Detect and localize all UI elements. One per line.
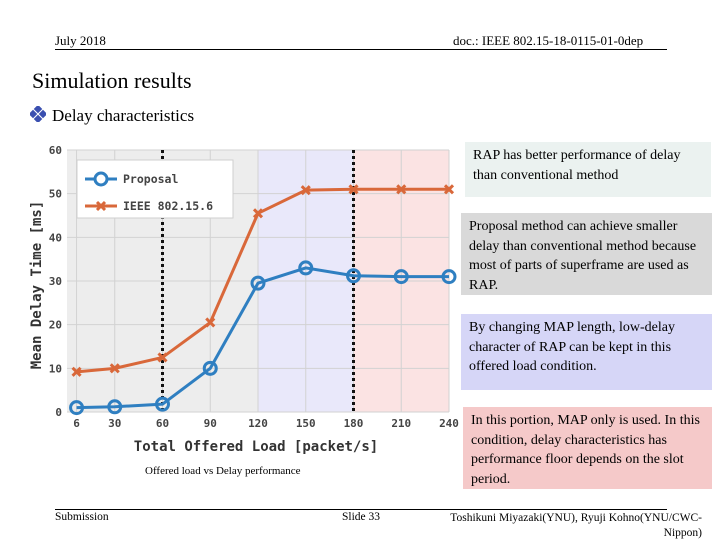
y-tick-label-50: 50 bbox=[49, 188, 62, 201]
x-tick-label-3: 90 bbox=[204, 417, 217, 430]
series-0-point-2 bbox=[155, 396, 170, 412]
series-1-point-7 bbox=[396, 184, 407, 195]
legend-label-1: IEEE 802.15.6 bbox=[123, 199, 213, 213]
series-0-point-7 bbox=[393, 269, 409, 285]
series-0-point-4 bbox=[250, 275, 266, 291]
series-0-point-6 bbox=[346, 268, 361, 284]
series-0-point-5 bbox=[298, 260, 314, 276]
x-tick-label-1: 30 bbox=[108, 417, 121, 430]
series-1-point-6 bbox=[348, 184, 359, 195]
footer-rule bbox=[55, 509, 667, 510]
legend-label-0: Proposal bbox=[123, 172, 178, 186]
chart-series bbox=[69, 184, 457, 416]
series-0-point-8 bbox=[441, 269, 457, 285]
series-0-point-1 bbox=[107, 399, 123, 415]
footer-submission: Submission bbox=[55, 511, 109, 523]
slide-title: Simulation results bbox=[32, 68, 192, 93]
legend-marker-0 bbox=[93, 171, 109, 187]
legend-marker-1 bbox=[95, 200, 107, 212]
y-tick-label-60: 60 bbox=[49, 144, 62, 157]
diamond-bullet-icon bbox=[30, 106, 46, 122]
x-tick-label-7: 210 bbox=[391, 417, 411, 430]
x-tick-label-8: 240 bbox=[439, 417, 459, 430]
figure-caption: Offered load vs Delay performance bbox=[145, 465, 301, 477]
callout-map-length: By changing MAP length, low-delay charac… bbox=[461, 314, 712, 390]
y-tick-label-40: 40 bbox=[49, 231, 62, 244]
series-1-point-4 bbox=[252, 208, 264, 219]
series-1-point-8 bbox=[443, 184, 455, 195]
series-1-point-2 bbox=[157, 352, 168, 363]
callout-proposal-method: Proposal method can achieve smaller dela… bbox=[461, 213, 712, 295]
x-tick-label-4: 120 bbox=[248, 417, 268, 430]
x-tick-label-6: 180 bbox=[344, 417, 364, 430]
series-0-point-3 bbox=[202, 360, 218, 376]
header-doc-id: doc.: IEEE 802.15-18-0115-01-0dep bbox=[453, 33, 644, 48]
delay-chart: 0 10 20 30 40 50 60 6 30 60 90 120 150 180 210 240 Prop… bbox=[29, 144, 459, 455]
callout-map-only: In this portion, MAP only is used. In th… bbox=[463, 407, 712, 489]
footer-slide-number: Slide 33 bbox=[342, 511, 381, 523]
series-0-point-0 bbox=[69, 400, 85, 416]
footer-authors: Toshikuni Miyazaki(YNU), Ryuji Kohno(YNU… bbox=[450, 512, 702, 539]
header-date: July 2018 bbox=[55, 33, 106, 48]
chart-ticks: 0 10 20 30 40 50 60 6 30 60 90 120 150 180 210 240 bbox=[49, 144, 459, 430]
bullet-delay-characteristics: Delay characteristics bbox=[52, 106, 195, 125]
y-tick-label-0: 0 bbox=[55, 406, 62, 419]
x-axis-label: Total Offered Load [packet/s] bbox=[134, 439, 378, 455]
callout-rap-performance: RAP has better performance of delay than… bbox=[465, 142, 711, 197]
y-tick-label-10: 10 bbox=[49, 362, 62, 375]
chart-legend: Proposal IEEE 802.15.6 bbox=[76, 159, 234, 219]
series-1-point-5 bbox=[300, 185, 311, 196]
series-line-0 bbox=[76, 266, 449, 410]
x-tick-label-5: 150 bbox=[296, 417, 316, 430]
x-tick-label-2: 60 bbox=[156, 417, 169, 430]
y-axis-label: Mean Delay Time [ms] bbox=[29, 201, 45, 370]
series-1-point-1 bbox=[109, 363, 120, 374]
series-1-point-3 bbox=[205, 317, 216, 328]
y-tick-label-30: 30 bbox=[49, 275, 62, 288]
series-1-point-0 bbox=[71, 366, 82, 377]
header-rule bbox=[55, 49, 667, 50]
y-tick-label-20: 20 bbox=[49, 319, 62, 332]
x-tick-label-0: 6 bbox=[73, 417, 80, 430]
